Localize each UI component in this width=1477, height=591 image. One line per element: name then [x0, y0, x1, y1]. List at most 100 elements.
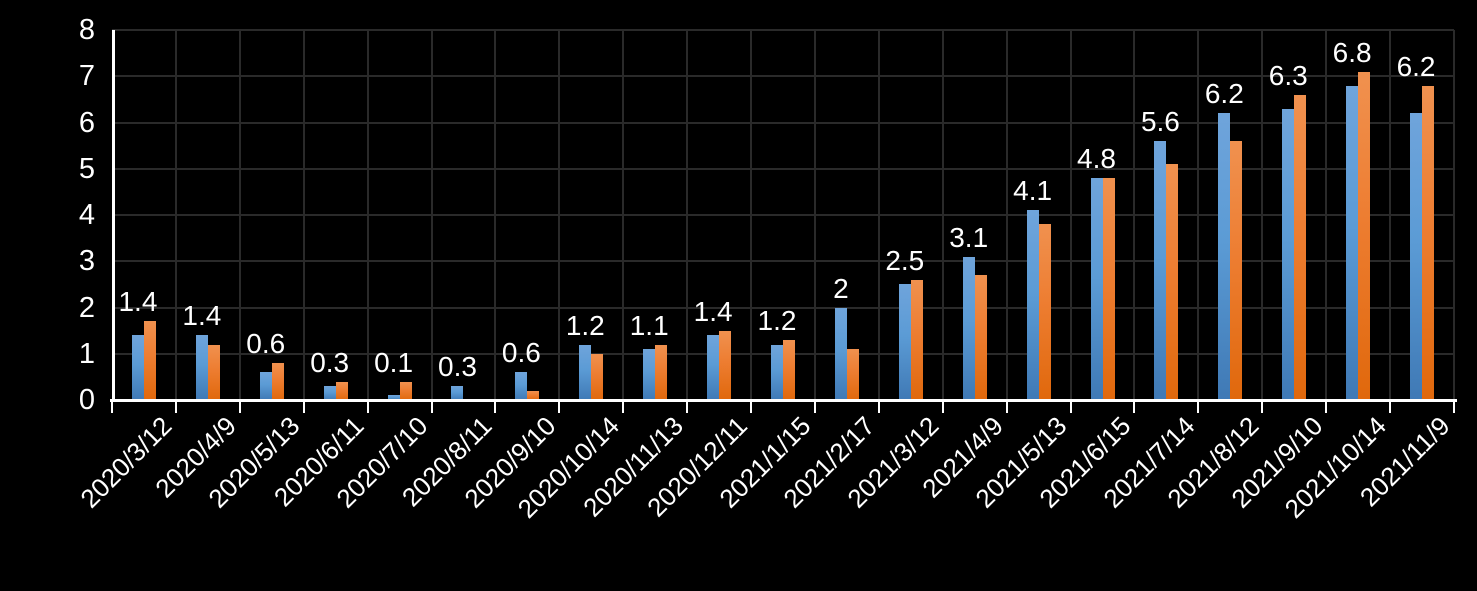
- data-label: 4.8: [1077, 143, 1116, 174]
- v-gridline: [174, 30, 177, 400]
- bar-orange: [527, 390, 540, 400]
- x-axis-tick: [1133, 402, 1136, 413]
- v-gridline: [622, 30, 625, 400]
- v-gridline: [238, 30, 241, 400]
- bar-blue: [515, 372, 528, 400]
- bar-blue: [323, 386, 336, 400]
- bar-blue: [1090, 178, 1103, 400]
- x-axis-tick: [686, 402, 689, 413]
- v-gridline: [1453, 30, 1455, 400]
- bar-blue: [131, 335, 144, 400]
- bar-orange: [271, 363, 284, 400]
- bar-blue: [1218, 113, 1231, 400]
- y-axis-tick-label: 1: [78, 337, 95, 370]
- h-gridline: [112, 167, 1454, 170]
- data-label: 1.4: [182, 300, 222, 332]
- data-label: 0.6: [246, 328, 286, 359]
- bar-blue: [834, 307, 847, 400]
- bar-orange: [1422, 85, 1435, 400]
- bar-blue: [962, 256, 975, 400]
- data-label: 6.8: [1332, 36, 1372, 68]
- y-axis-tick-label: 2: [78, 291, 95, 324]
- x-axis-tick: [1453, 402, 1455, 413]
- data-label: 2: [833, 272, 849, 304]
- bar-blue: [898, 284, 911, 400]
- bar-blue: [579, 344, 592, 400]
- bar-blue: [451, 386, 464, 400]
- data-label: 0.1: [374, 346, 414, 378]
- v-gridline: [302, 30, 305, 400]
- v-gridline: [1069, 30, 1072, 400]
- x-axis-tick: [302, 402, 305, 413]
- x-axis-tick: [111, 402, 113, 413]
- bar-orange: [1294, 94, 1307, 400]
- bar-blue: [259, 372, 272, 400]
- data-label: 5.6: [1140, 106, 1180, 137]
- data-label: 1.4: [118, 286, 158, 318]
- x-axis-tick: [1389, 402, 1392, 413]
- v-gridline: [430, 30, 433, 400]
- data-label: 6.2: [1204, 78, 1244, 110]
- bar-orange: [1166, 164, 1179, 400]
- y-axis-tick-label: 3: [78, 245, 95, 278]
- x-axis-tick: [366, 402, 369, 413]
- h-gridline: [112, 260, 1454, 263]
- v-gridline: [686, 30, 689, 400]
- v-gridline: [1389, 30, 1392, 400]
- x-axis-tick: [430, 402, 433, 413]
- x-axis-tick: [238, 402, 241, 413]
- bar-orange: [1038, 224, 1051, 400]
- bar-blue: [707, 335, 720, 400]
- bar-blue: [1026, 210, 1039, 400]
- h-gridline: [112, 29, 1454, 31]
- bar-orange: [1358, 71, 1371, 400]
- h-gridline: [112, 75, 1454, 78]
- bar-blue: [1282, 108, 1295, 400]
- data-label: 1.1: [629, 309, 669, 341]
- data-label: 0.3: [310, 346, 350, 378]
- y-axis-tick-label: 7: [78, 60, 95, 93]
- v-gridline: [494, 30, 497, 400]
- bar-orange: [1230, 141, 1243, 400]
- x-axis-tick: [1261, 402, 1264, 413]
- v-gridline: [941, 30, 944, 400]
- v-gridline: [1261, 30, 1264, 400]
- bar-orange: [143, 321, 156, 400]
- v-gridline: [1197, 30, 1200, 400]
- x-axis-tick: [1005, 402, 1008, 413]
- v-gridline: [750, 30, 753, 400]
- y-axis-line: [112, 30, 115, 402]
- x-axis-tick: [813, 402, 816, 413]
- x-axis-tick: [1197, 402, 1200, 413]
- y-axis-tick-label: 8: [78, 14, 95, 46]
- bar-orange: [846, 349, 859, 400]
- data-label: 2.5: [885, 244, 925, 276]
- h-gridline: [112, 214, 1454, 216]
- y-axis-tick-label: 6: [78, 106, 95, 139]
- data-label: 1.4: [693, 295, 733, 327]
- bar-blue: [1154, 141, 1167, 400]
- bar-blue: [1346, 85, 1359, 400]
- bar-orange: [591, 353, 604, 400]
- h-gridline: [112, 306, 1454, 309]
- y-axis-tick-label: 5: [78, 152, 95, 185]
- plot-area: 1.4 1.4 0.6 0.3 0.1 0.3 0.6 1.2 1.1 1.4 1.2 2 2.5 3.1…: [112, 29, 1455, 400]
- data-label: 6.2: [1396, 50, 1436, 82]
- bar-orange: [719, 330, 732, 400]
- bar-orange: [335, 381, 348, 400]
- data-label: 6.3: [1268, 59, 1308, 91]
- bar-blue: [643, 349, 656, 400]
- x-axis-tick: [622, 402, 625, 413]
- y-axis-tick-label: 0: [78, 384, 95, 416]
- data-label: 0.3: [438, 351, 477, 383]
- x-axis-tick: [174, 402, 177, 413]
- x-axis-tick: [494, 402, 497, 413]
- bar-orange: [910, 279, 923, 400]
- data-label: 1.2: [565, 309, 605, 341]
- data-label: 0.6: [501, 337, 541, 369]
- bar-orange: [974, 275, 987, 400]
- bar-blue: [195, 335, 208, 400]
- v-gridline: [877, 30, 880, 400]
- x-axis-tick: [941, 402, 944, 413]
